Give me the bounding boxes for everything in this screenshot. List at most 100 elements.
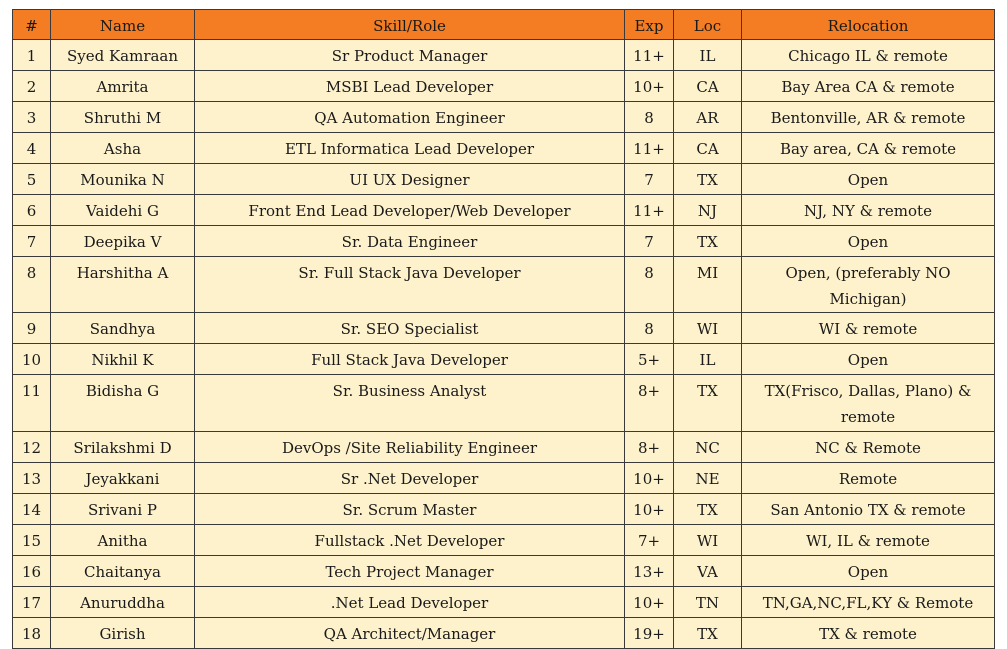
cell-relocation: Bay area, CA & remote <box>741 132 995 164</box>
cell-number: 1 <box>12 39 51 71</box>
cell-name: Bidisha G <box>50 374 195 432</box>
table-row: 3 Shruthi M QA Automation Engineer 8 AR Bento… <box>12 101 995 133</box>
table-row: 7 Deepika V Sr. Data Engineer 7 TX Open <box>12 225 995 257</box>
header-name: Name <box>50 9 195 40</box>
cell-skill-role: Sr. Scrum Master <box>194 493 625 525</box>
cell-name: Vaidehi G <box>50 194 195 226</box>
cell-number: 16 <box>12 555 51 587</box>
cell-exp: 13+ <box>624 555 674 587</box>
cell-relocation: Remote <box>741 462 995 494</box>
table-row: 4 Asha ETL Informatica Lead Developer 11+ CA… <box>12 132 995 164</box>
cell-skill-role: Sr. Business Analyst <box>194 374 625 432</box>
header-skill-role: Skill/Role <box>194 9 625 40</box>
cell-name: Chaitanya <box>50 555 195 587</box>
table-row: 2 Amrita MSBI Lead Developer 10+ CA Bay Area … <box>12 70 995 102</box>
cell-number: 12 <box>12 431 51 463</box>
table-row: 15 Anitha Fullstack .Net Developer 7+ WI WI, … <box>12 524 995 556</box>
cell-number: 15 <box>12 524 51 556</box>
cell-loc: IL <box>673 343 742 375</box>
cell-name: Srivani P <box>50 493 195 525</box>
table-row: 9 Sandhya Sr. SEO Specialist 8 WI WI & remote <box>12 312 995 344</box>
table-row: 8 Harshitha A Sr. Full Stack Java Develope… <box>12 256 995 313</box>
cell-name: Amrita <box>50 70 195 102</box>
header-exp: Exp <box>624 9 674 40</box>
table-row: 17 Anuruddha .Net Lead Developer 10+ TN TN,GA… <box>12 586 995 618</box>
cell-skill-role: Front End Lead Developer/Web Developer <box>194 194 625 226</box>
cell-skill-role: QA Automation Engineer <box>194 101 625 133</box>
cell-skill-role: Sr. Full Stack Java Developer <box>194 256 625 313</box>
cell-exp: 11+ <box>624 39 674 71</box>
cell-exp: 10+ <box>624 462 674 494</box>
table-row: 13 Jeyakkani Sr .Net Developer 10+ NE Remote <box>12 462 995 494</box>
cell-number: 6 <box>12 194 51 226</box>
candidate-table: # Name Skill/Role Exp Loc Relocation 1 Sy… <box>12 9 995 649</box>
cell-loc: WI <box>673 524 742 556</box>
cell-loc: NJ <box>673 194 742 226</box>
table-row: 14 Srivani P Sr. Scrum Master 10+ TX San Anto… <box>12 493 995 525</box>
cell-exp: 11+ <box>624 132 674 164</box>
cell-loc: WI <box>673 312 742 344</box>
cell-number: 10 <box>12 343 51 375</box>
cell-exp: 10+ <box>624 586 674 618</box>
cell-number: 5 <box>12 163 51 195</box>
cell-exp: 7 <box>624 225 674 257</box>
cell-skill-role: QA Architect/Manager <box>194 617 625 649</box>
cell-relocation: TX & remote <box>741 617 995 649</box>
cell-number: 3 <box>12 101 51 133</box>
cell-skill-role: Sr Product Manager <box>194 39 625 71</box>
cell-skill-role: DevOps /Site Reliability Engineer <box>194 431 625 463</box>
cell-skill-role: MSBI Lead Developer <box>194 70 625 102</box>
cell-number: 4 <box>12 132 51 164</box>
cell-number: 8 <box>12 256 51 313</box>
cell-relocation: Open <box>741 343 995 375</box>
cell-number: 9 <box>12 312 51 344</box>
cell-exp: 11+ <box>624 194 674 226</box>
cell-relocation: NC & Remote <box>741 431 995 463</box>
table-row: 1 Syed Kamraan Sr Product Manager 11+ IL Chic… <box>12 39 995 71</box>
cell-loc: TX <box>673 493 742 525</box>
cell-name: Deepika V <box>50 225 195 257</box>
cell-exp: 8 <box>624 101 674 133</box>
cell-loc: TX <box>673 617 742 649</box>
cell-exp: 7+ <box>624 524 674 556</box>
cell-loc: NC <box>673 431 742 463</box>
cell-exp: 10+ <box>624 493 674 525</box>
cell-exp: 5+ <box>624 343 674 375</box>
cell-number: 11 <box>12 374 51 432</box>
cell-exp: 19+ <box>624 617 674 649</box>
cell-loc: TN <box>673 586 742 618</box>
cell-loc: TX <box>673 374 742 432</box>
cell-relocation: TN,GA,NC,FL,KY & Remote <box>741 586 995 618</box>
cell-exp: 8 <box>624 312 674 344</box>
cell-name: Girish <box>50 617 195 649</box>
cell-skill-role: Sr. SEO Specialist <box>194 312 625 344</box>
cell-name: Nikhil K <box>50 343 195 375</box>
table-header-row: # Name Skill/Role Exp Loc Relocation <box>12 9 995 40</box>
cell-number: 13 <box>12 462 51 494</box>
cell-loc: CA <box>673 132 742 164</box>
cell-number: 2 <box>12 70 51 102</box>
table-row: 18 Girish QA Architect/Manager 19+ TX TX & re… <box>12 617 995 649</box>
cell-relocation: Chicago IL & remote <box>741 39 995 71</box>
cell-exp: 8 <box>624 256 674 313</box>
cell-relocation: NJ, NY & remote <box>741 194 995 226</box>
cell-loc: MI <box>673 256 742 313</box>
cell-name: Anitha <box>50 524 195 556</box>
cell-skill-role: Sr .Net Developer <box>194 462 625 494</box>
cell-loc: TX <box>673 225 742 257</box>
cell-skill-role: Sr. Data Engineer <box>194 225 625 257</box>
cell-name: Harshitha A <box>50 256 195 313</box>
cell-exp: 8+ <box>624 431 674 463</box>
cell-skill-role: .Net Lead Developer <box>194 586 625 618</box>
table-row: 11 Bidisha G Sr. Business Analyst 8+ TX TX(Fr… <box>12 374 995 432</box>
cell-skill-role: UI UX Designer <box>194 163 625 195</box>
table-row: 10 Nikhil K Full Stack Java Developer 5+ IL O… <box>12 343 995 375</box>
cell-name: Shruthi M <box>50 101 195 133</box>
cell-name: Sandhya <box>50 312 195 344</box>
cell-exp: 7 <box>624 163 674 195</box>
cell-number: 18 <box>12 617 51 649</box>
cell-loc: NE <box>673 462 742 494</box>
table-row: 5 Mounika N UI UX Designer 7 TX Open <box>12 163 995 195</box>
cell-number: 17 <box>12 586 51 618</box>
cell-relocation: Open <box>741 163 995 195</box>
